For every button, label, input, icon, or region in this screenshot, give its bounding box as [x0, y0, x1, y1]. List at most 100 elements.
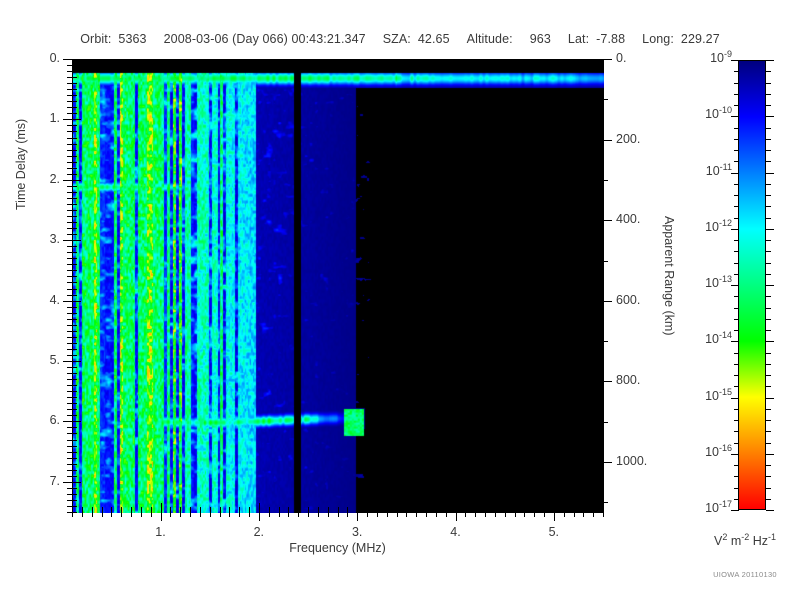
colorbar-minor-tick: [734, 465, 739, 466]
y-left-tick: [67, 294, 72, 296]
x-tick-top: [239, 59, 241, 64]
x-tick-top: [465, 59, 467, 64]
x-tick: [81, 512, 83, 517]
colorbar-minor-tick: [766, 82, 771, 84]
x-tick-top: [426, 59, 427, 64]
colorbar-minor-tick: [734, 420, 739, 421]
x-tick: [239, 512, 241, 517]
x-tick: [485, 512, 486, 517]
colorbar[interactable]: [738, 60, 766, 510]
y-left-tick-inner: [72, 107, 77, 109]
y-left-tick-inner: [72, 155, 77, 157]
y-left-tick-inner: [72, 367, 77, 369]
colorbar-tick: [766, 397, 774, 399]
colorbar-tick: [731, 172, 739, 174]
y-left-tick: [67, 379, 72, 381]
x-tick-inner: [534, 507, 536, 512]
y-left-tick-inner: [72, 234, 77, 236]
colorbar-minor-tick: [766, 442, 771, 444]
sza-label: SZA:: [382, 32, 411, 46]
x-tick-top: [367, 59, 368, 64]
y-right-tick-inner: [594, 59, 603, 60]
colorbar-tick-label: 10-15: [705, 386, 732, 403]
y-left-tick: [67, 191, 72, 193]
x-tick-top: [170, 59, 172, 64]
y-left-tick-inner: [72, 161, 77, 163]
x-tick: [524, 512, 526, 517]
y-left-tick: [67, 427, 72, 429]
x-tick: [406, 512, 408, 517]
y-left-tick: [67, 197, 72, 199]
x-tick-top: [563, 59, 565, 64]
y-left-tick-label: 3.: [49, 232, 60, 247]
y-left-tick-inner: [72, 427, 77, 429]
y-right-tick-inner: [594, 139, 603, 141]
x-tick-top: [140, 59, 142, 64]
y-right-tick: [603, 300, 612, 302]
colorbar-minor-tick: [734, 82, 739, 84]
y-left-tick: [67, 475, 72, 477]
x-tick-top: [288, 59, 290, 64]
x-tick-top: [494, 59, 496, 64]
y-left-tick-inner: [72, 463, 77, 465]
y-right-tick: [603, 220, 612, 222]
x-tick: [455, 512, 457, 521]
x-tick-label: 5.: [548, 525, 560, 539]
x-tick-top: [435, 59, 437, 64]
y-left-tick: [67, 367, 72, 369]
y-left-tick: [67, 210, 72, 211]
y-left-tick: [67, 457, 72, 459]
y-left-tick: [67, 149, 72, 151]
y-left-tick: [67, 203, 72, 205]
colorbar-minor-tick: [734, 262, 739, 264]
x-tick: [563, 512, 565, 517]
x-tick-inner: [91, 507, 93, 512]
y-left-tick-inner: [72, 246, 77, 248]
y-right-tick: [603, 260, 608, 262]
y-left-tick-inner: [72, 493, 77, 495]
x-tick-inner: [72, 507, 73, 512]
y-axis-right-title: Apparent Range (km): [662, 216, 676, 336]
x-tick: [416, 512, 418, 517]
y-left-tick: [63, 421, 72, 423]
spectrogram-plot[interactable]: [72, 59, 604, 513]
y-axis-left-title: Time Delay (ms): [14, 118, 28, 210]
colorbar-tick: [731, 116, 739, 118]
x-tick-inner: [199, 507, 201, 512]
y-left-tick-inner: [72, 457, 77, 459]
colorbar-minor-tick: [734, 375, 739, 376]
x-tick: [357, 512, 359, 521]
y-left-tick-inner: [72, 391, 77, 393]
x-tick-top: [249, 59, 250, 64]
y-right-tick-label: 400.: [616, 212, 641, 227]
x-tick: [101, 512, 103, 517]
y-right-tick-label: 800.: [616, 373, 641, 388]
x-tick: [150, 512, 152, 517]
y-left-tick: [67, 95, 72, 97]
colorbar-minor-tick: [734, 476, 739, 478]
header-metadata: Orbit: 5363 2008-03-06 (Day 066) 00:43:21.…: [0, 30, 800, 48]
y-left-tick: [67, 65, 72, 67]
x-tick-inner: [229, 507, 231, 512]
colorbar-minor-tick: [766, 138, 771, 140]
x-tick-top: [308, 59, 309, 64]
colorbar-minor-tick: [734, 487, 739, 489]
y-left-tick-inner: [72, 210, 77, 211]
y-left-tick: [67, 318, 72, 320]
y-left-tick-inner: [72, 512, 77, 513]
y-left-tick: [67, 493, 72, 495]
colorbar-minor-tick: [734, 363, 739, 365]
y-left-tick-inner: [72, 264, 77, 266]
colorbar-minor-tick: [734, 408, 739, 410]
x-tick-inner: [396, 507, 398, 512]
x-tick: [209, 512, 211, 517]
x-tick-top: [81, 59, 83, 64]
x-tick: [199, 512, 201, 517]
y-left-tick-inner: [72, 379, 77, 381]
y-left-tick-inner: [72, 71, 77, 73]
x-tick-top: [396, 59, 398, 64]
y-left-tick: [67, 83, 72, 85]
x-tick: [140, 512, 142, 517]
y-left-tick-inner: [72, 294, 77, 296]
colorbar-minor-tick: [734, 183, 739, 185]
